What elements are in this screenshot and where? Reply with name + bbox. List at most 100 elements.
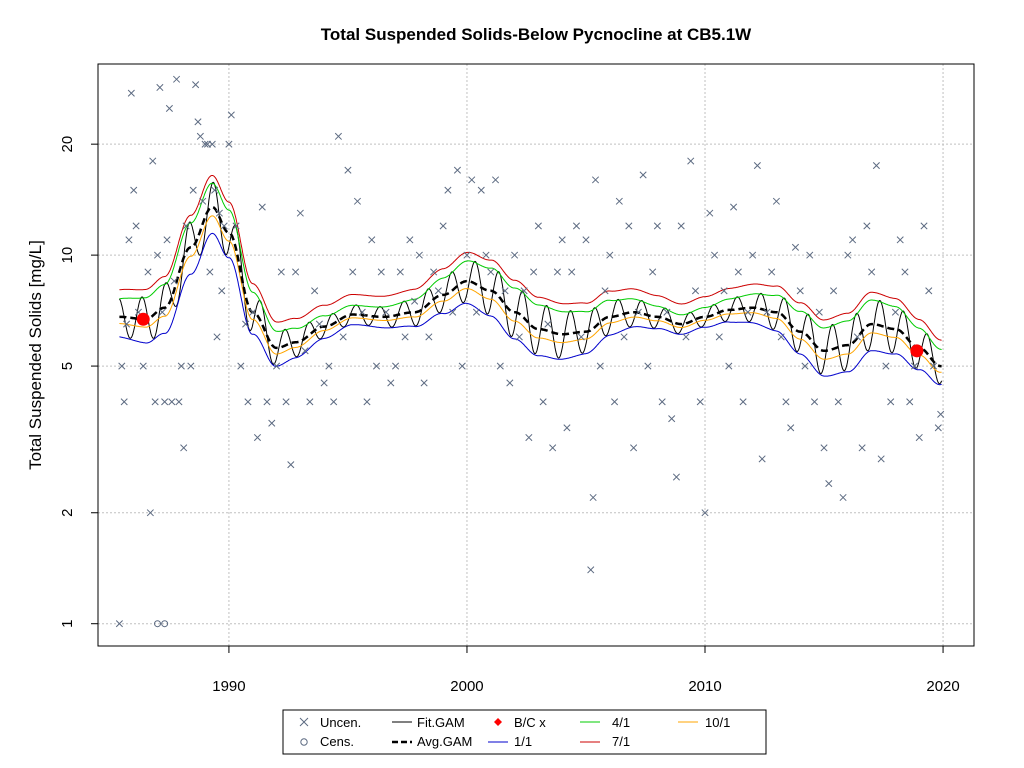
data-point [868, 268, 876, 276]
data-point [572, 222, 581, 230]
data-point [553, 268, 561, 276]
data-point [506, 379, 514, 387]
series-line-avg [119, 205, 942, 368]
data-point [577, 333, 585, 341]
data-point [863, 222, 871, 230]
data-point [496, 362, 504, 370]
data-point [258, 203, 266, 211]
y-axis-label: Total Suspended Solids [mg/L] [26, 240, 45, 470]
legend: Uncen. Cens. Fit.GAM Avg.GAM B/C x 1/1 4… [282, 709, 767, 755]
series-line-s4_1 [119, 182, 942, 350]
legend-label-7-1: 7/1 [612, 734, 630, 749]
data-point [501, 287, 509, 295]
data-point [491, 176, 500, 184]
data-point [753, 161, 761, 170]
data-point [161, 398, 169, 406]
legend-item-uncen: Uncen. [299, 715, 361, 730]
y-axis: 1 2 5 10 20 [59, 136, 98, 628]
data-point [249, 308, 257, 316]
data-point [263, 398, 271, 406]
data-point [199, 197, 207, 205]
y-tick-label: 20 [59, 136, 76, 153]
data-point [582, 236, 590, 244]
data-point [487, 268, 495, 276]
data-point [396, 268, 404, 276]
data-point [320, 379, 328, 387]
data-point [825, 480, 833, 488]
data-points [115, 75, 945, 628]
data-point [415, 251, 423, 259]
data-point [420, 379, 428, 387]
data-point [180, 444, 188, 452]
data-point [891, 308, 899, 316]
data-point [225, 140, 233, 148]
x-tick-label: 2010 [688, 678, 721, 695]
legend-item-7-1: 7/1 [580, 734, 630, 749]
bc-point [910, 344, 924, 358]
plot-frame [97, 63, 975, 647]
data-point [763, 308, 771, 316]
data-point [339, 333, 347, 341]
data-point [887, 398, 895, 406]
legend-label-bc: B/C x [514, 715, 546, 730]
data-point [194, 118, 202, 126]
data-point [170, 277, 178, 285]
data-point [672, 473, 680, 481]
data-point [220, 222, 228, 230]
data-point [151, 398, 159, 406]
x-tick-label: 2020 [926, 678, 959, 695]
data-point [463, 251, 471, 259]
data-point [937, 410, 945, 418]
data-point [734, 268, 742, 276]
data-point [187, 362, 195, 370]
data-point [201, 140, 209, 148]
data-point [749, 251, 757, 259]
data-point [325, 362, 333, 370]
data-point [558, 236, 566, 244]
data-point [853, 333, 861, 341]
data-point [296, 209, 304, 217]
legend-label-avg: Avg.GAM [417, 734, 472, 749]
data-point [165, 104, 173, 112]
y-tick-label: 1 [59, 620, 76, 628]
legend-item-avg: Avg.GAM [392, 734, 472, 749]
data-point [211, 186, 219, 194]
data-point [687, 157, 695, 165]
data-point [549, 444, 557, 452]
data-point [411, 297, 419, 305]
legend-label-1-1: 1/1 [514, 734, 532, 749]
data-point [227, 111, 235, 119]
data-point [639, 171, 647, 179]
data-point [315, 320, 323, 328]
data-point [123, 320, 131, 328]
data-point [915, 433, 923, 442]
chart-title: Total Suspended Solids-Below Pycnocline … [321, 25, 752, 44]
data-point [544, 320, 552, 328]
series-line-s10_1 [119, 215, 942, 373]
data-point [268, 419, 276, 427]
data-point [192, 81, 200, 89]
data-point [477, 186, 485, 194]
circle-marker-icon [300, 738, 308, 746]
legend-item-10-1: 10/1 [678, 715, 730, 730]
data-point [277, 268, 285, 276]
data-point [175, 398, 183, 406]
data-point [287, 461, 295, 469]
data-point [311, 287, 319, 295]
censored-point [161, 620, 169, 628]
data-point [806, 251, 814, 259]
y-tick-label: 10 [59, 247, 76, 264]
data-point [196, 132, 204, 140]
data-point [272, 362, 281, 370]
data-point [682, 333, 690, 341]
data-point [242, 320, 250, 328]
data-point [387, 379, 395, 387]
data-point [920, 222, 928, 230]
data-point [691, 287, 700, 295]
legend-item-4-1: 4/1 [580, 715, 630, 730]
data-point [149, 157, 157, 165]
x-axis: 1990 2000 2010 2020 [212, 646, 960, 695]
data-point [777, 333, 785, 341]
bc-point [136, 312, 150, 326]
